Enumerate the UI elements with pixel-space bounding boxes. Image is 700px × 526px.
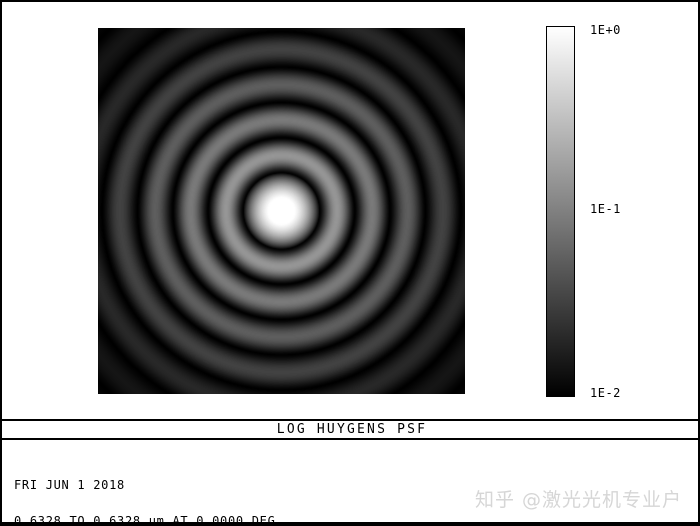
watermark: 知乎 @激光光机专业户 <box>474 489 682 511</box>
colorbar-gradient <box>546 26 575 397</box>
plot-title: LOG HUYGENS PSF <box>276 422 428 437</box>
title-separator-bottom <box>2 438 698 440</box>
colorbar-tick-bottom: 1E-2 <box>590 386 621 400</box>
title-separator-top <box>2 419 698 421</box>
colorbar-tick-top: 1E+0 <box>590 23 621 37</box>
info-line-date: FRI JUN 1 2018 <box>14 477 125 492</box>
colorbar-tick-middle: 1E-1 <box>590 202 621 216</box>
psf-image <box>98 28 465 394</box>
info-line-wavelength: 0.6328 TO 0.6328 µm AT 0.0000 DEG. <box>14 513 284 526</box>
info-panel: FRI JUN 1 2018 0.6328 TO 0.6328 µm AT 0.… <box>14 456 426 526</box>
